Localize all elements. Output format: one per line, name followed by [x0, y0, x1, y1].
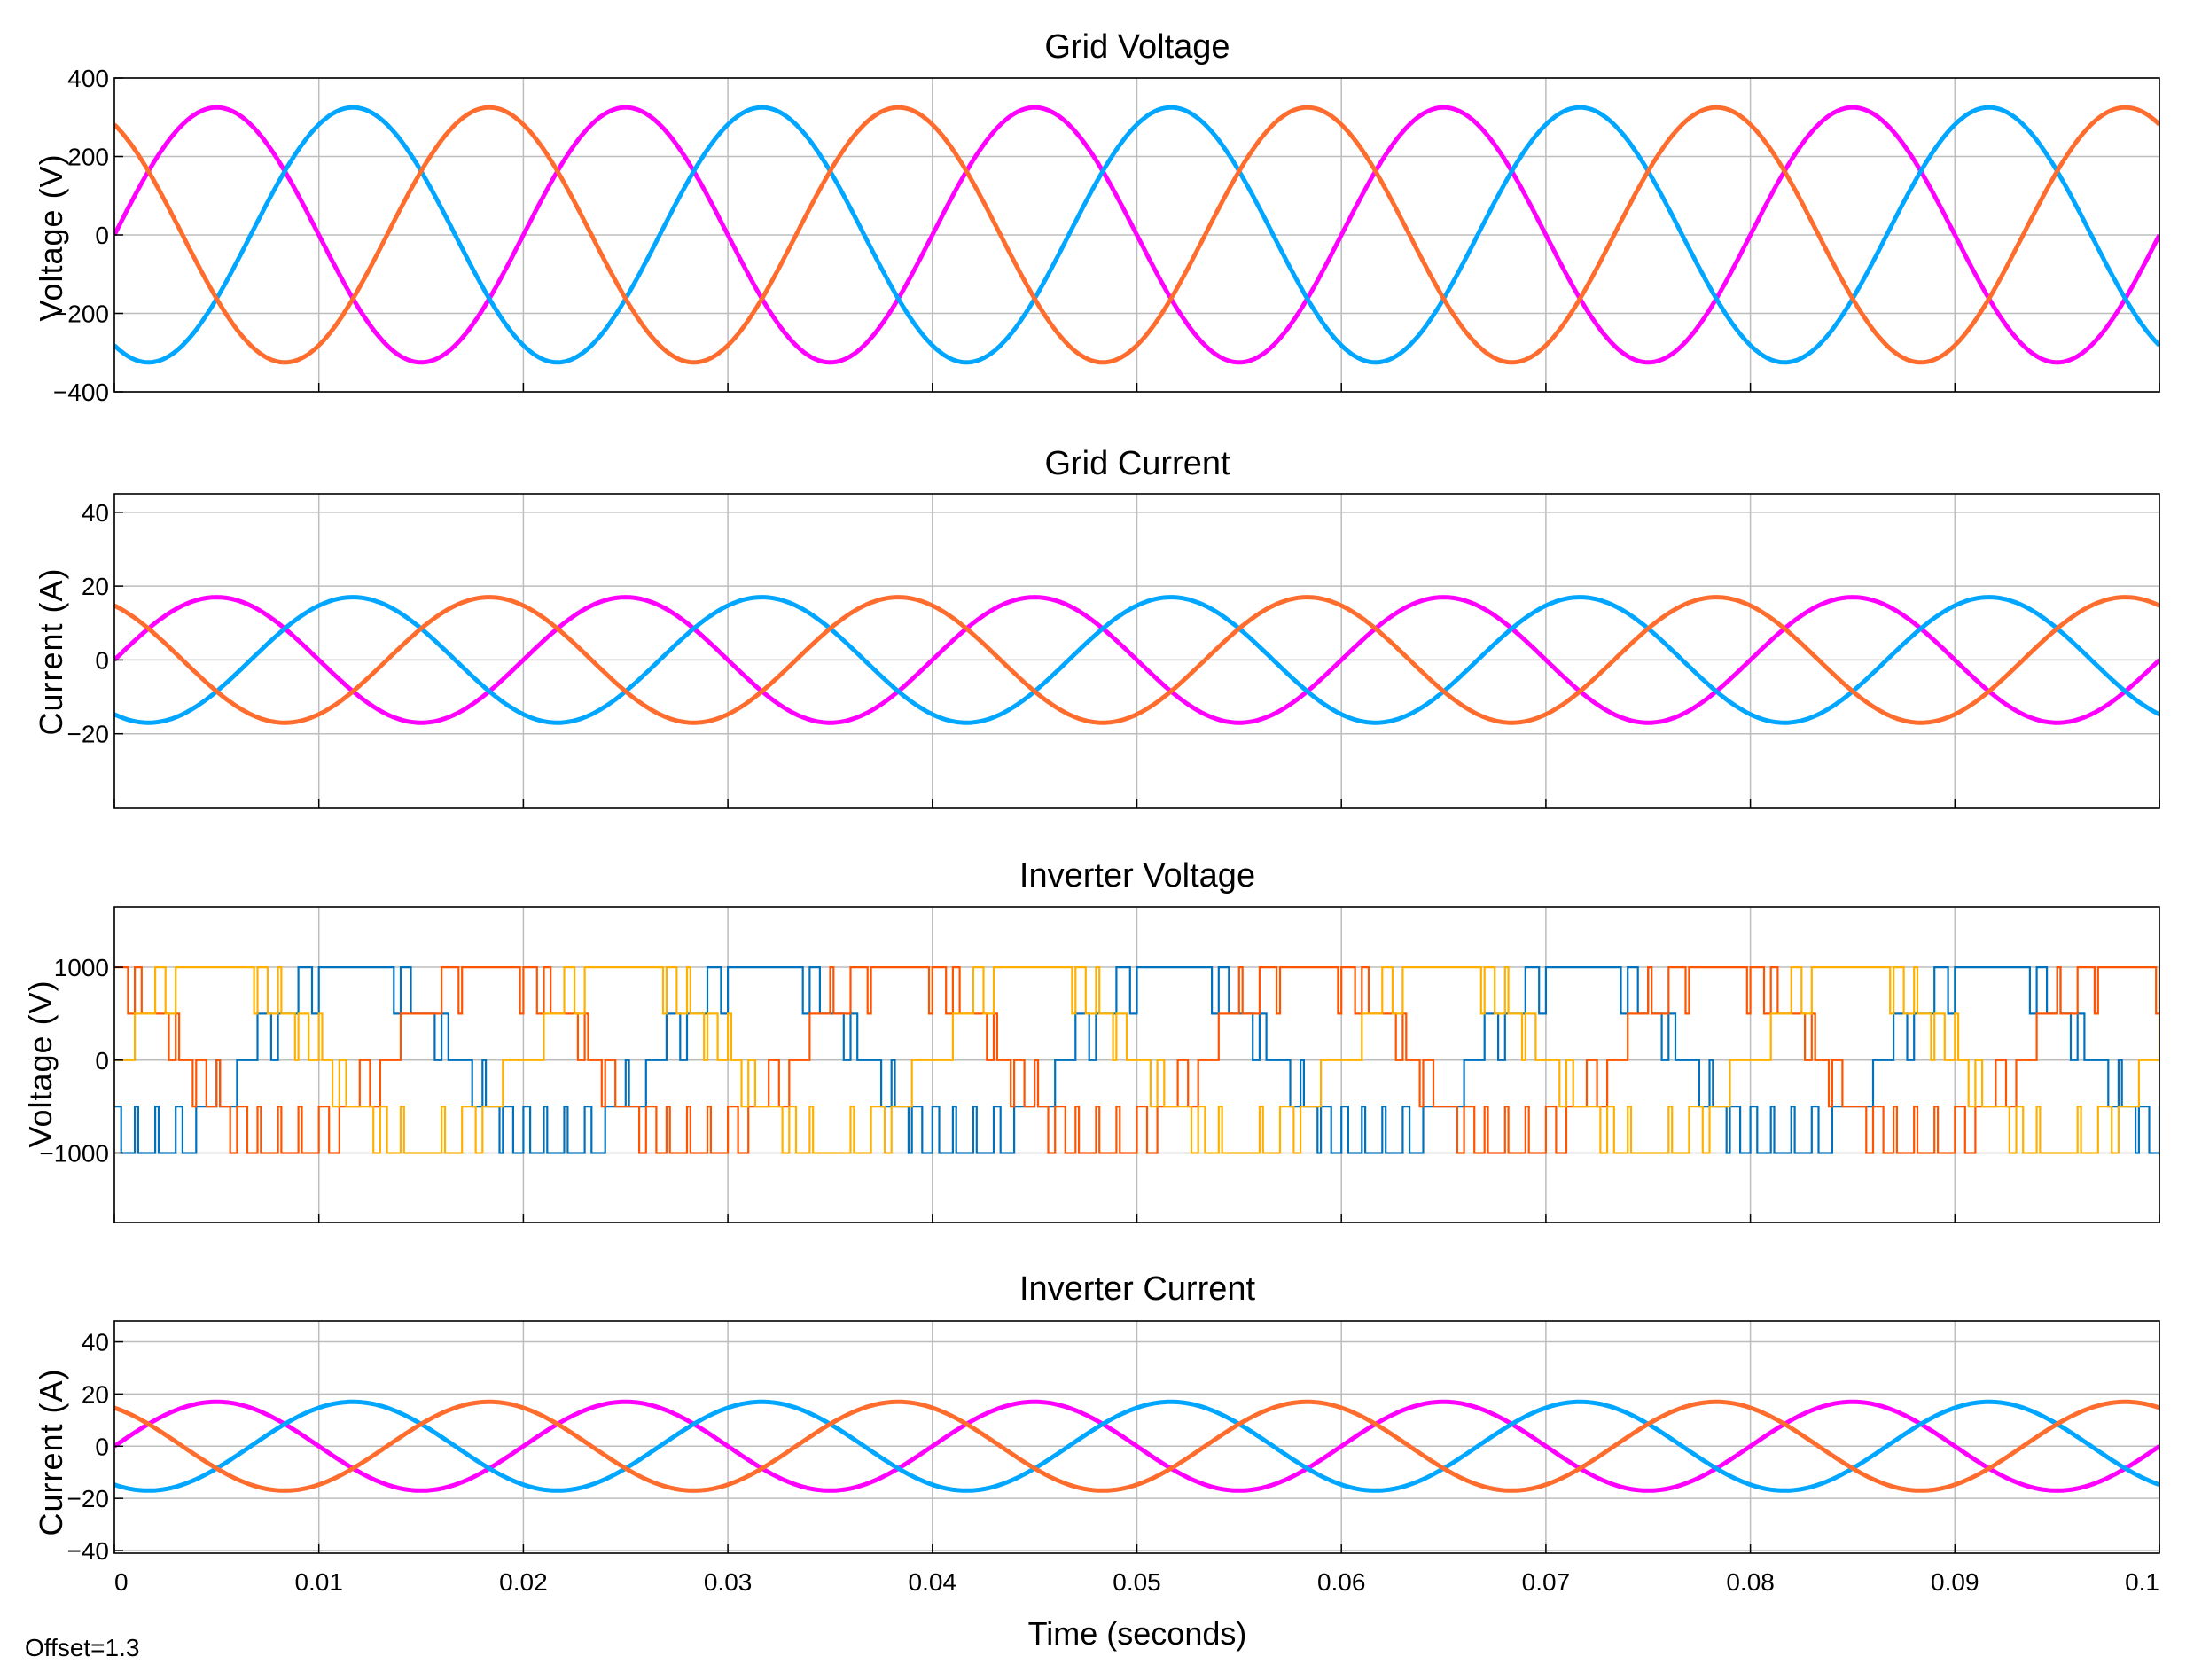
grid-voltage-ytick-label-1: −200 [53, 301, 109, 328]
grid-current-series-2 [114, 595, 2159, 725]
grid-current-title: Grid Current [1044, 445, 1230, 482]
inverter-voltage-series-3 [114, 966, 2159, 1154]
grid-voltage-series-2 [114, 105, 2159, 365]
inverter-voltage-title: Inverter Voltage [1019, 857, 1255, 895]
grid-current-series-1 [114, 595, 2159, 725]
grid-voltage-ytick-label-0: −400 [53, 379, 109, 406]
grid-voltage-series-3 [114, 105, 2159, 365]
inverter-current-ytick-label-3: 20 [82, 1380, 109, 1408]
grid-current-ytick-label-2: 20 [82, 573, 109, 600]
grid-voltage-series-1 [114, 105, 2159, 365]
grid-voltage-ytick-label-3: 200 [67, 144, 109, 171]
inverter-voltage-ytick-label-1: 0 [95, 1047, 109, 1074]
grid-current-panel: Grid Current Current (A) −20 0 20 40 [33, 445, 2160, 809]
inverter-current-xtick-label-5: 0.05 [1113, 1568, 1161, 1596]
inverter-current-panel: Inverter Current Current (A) Time (secon… [33, 1270, 2160, 1652]
grid-voltage-ytick-label-4: 400 [67, 65, 109, 92]
offset-label: Offset=1.3 [25, 1634, 139, 1661]
inverter-voltage-panel: Inverter Voltage Voltage (V) −1000 0 1000 [22, 857, 2160, 1223]
inverter-current-xtick-label-4: 0.04 [909, 1568, 957, 1596]
x-axis-label: Time (seconds) [1028, 1615, 1247, 1652]
inverter-current-xtick-label-3: 0.03 [704, 1568, 753, 1596]
grid-current-ytick-label-1: 0 [95, 646, 109, 674]
inverter-voltage-series-1 [114, 966, 2159, 1154]
inverter-current-xtick-label-10: 0.1 [2125, 1568, 2159, 1596]
inverter-current-title: Inverter Current [1019, 1270, 1256, 1308]
inverter-current-xtick-label-9: 0.09 [1931, 1568, 1979, 1596]
inverter-current-xtick-label-7: 0.07 [1522, 1568, 1571, 1596]
grid-voltage-title: Grid Voltage [1044, 28, 1230, 66]
inverter-current-series-3 [114, 1399, 2159, 1493]
inverter-current-series-1 [114, 1399, 2159, 1493]
inverter-current-ytick-label-1: −20 [67, 1485, 110, 1512]
inverter-current-xtick-label-0: 0 [114, 1568, 129, 1596]
grid-voltage-panel: Grid Voltage Voltage (V) −400 −200 0 200 400 [33, 28, 2160, 406]
inverter-current-xtick-label-1: 0.01 [294, 1568, 343, 1596]
grid-current-series-3 [114, 595, 2159, 725]
inverter-current-ytick-label-4: 40 [82, 1329, 109, 1356]
inverter-current-ytick-label-2: 0 [95, 1433, 109, 1460]
inverter-current-xtick-label-2: 0.02 [499, 1568, 548, 1596]
inverter-current-ytick-label-0: −40 [67, 1537, 110, 1565]
inverter-voltage-ylabel: Voltage (V) [22, 980, 59, 1147]
inverter-voltage-ytick-label-0: −1000 [39, 1139, 109, 1167]
inverter-voltage-series-2 [114, 966, 2159, 1154]
grid-current-ytick-label-3: 40 [82, 499, 109, 527]
inverter-current-xtick-label-6: 0.06 [1317, 1568, 1366, 1596]
grid-current-ytick-label-0: −20 [67, 721, 110, 748]
inverter-current-series-2 [114, 1399, 2159, 1493]
inverter-current-ylabel: Current (A) [33, 1368, 69, 1535]
grid-voltage-ylabel: Voltage (V) [33, 153, 69, 321]
inverter-voltage-ytick-label-2: 1000 [54, 954, 109, 981]
grid-current-ylabel: Current (A) [33, 567, 69, 735]
inverter-current-xtick-label-8: 0.08 [1726, 1568, 1775, 1596]
grid-voltage-ytick-label-2: 0 [95, 222, 109, 249]
